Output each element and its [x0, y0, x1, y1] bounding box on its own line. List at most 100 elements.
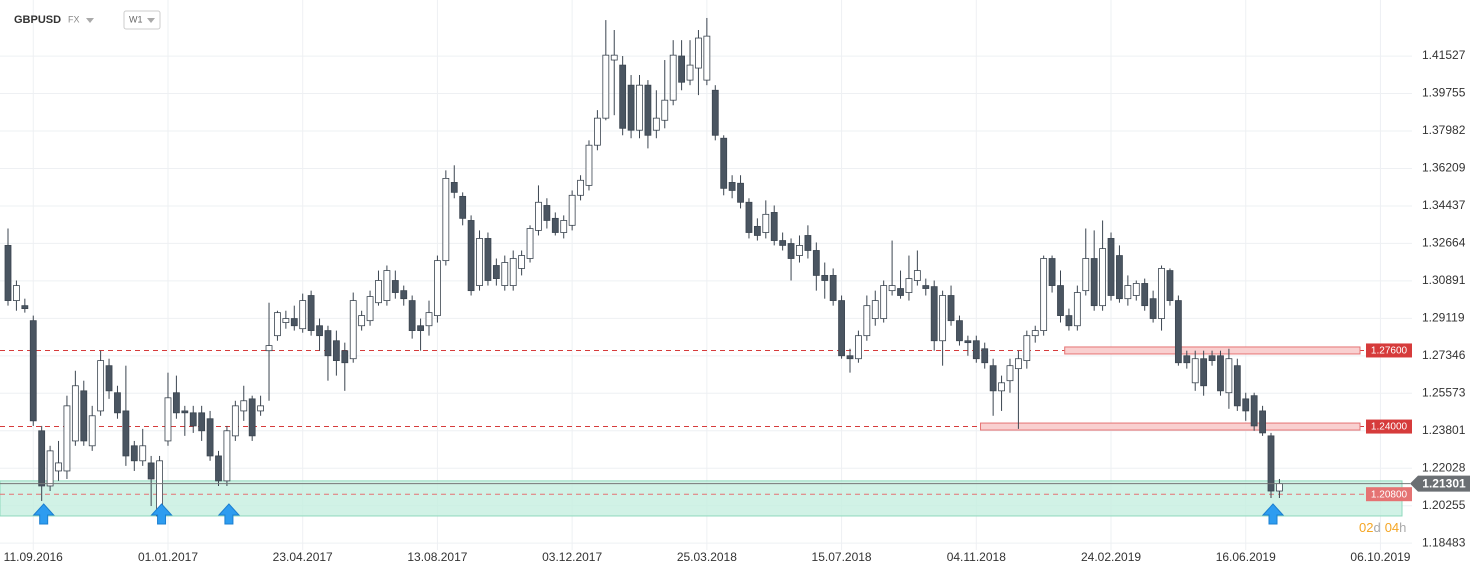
candle-body — [888, 285, 896, 292]
x-tick-label: 25.03.2018 — [677, 550, 737, 564]
candle-body — [1166, 270, 1174, 301]
countdown: 02d 04h — [1359, 520, 1406, 535]
candle-body — [105, 365, 113, 392]
interval[interactable]: W1 — [129, 14, 143, 24]
x-tick-label: 24.02.2019 — [1081, 550, 1141, 564]
candle-body — [88, 415, 96, 447]
last-price-tag — [1410, 475, 1470, 492]
market[interactable]: FX — [68, 14, 80, 24]
candle-body — [130, 445, 138, 462]
candle-body — [71, 385, 79, 442]
candle-body — [358, 315, 366, 327]
candle-body — [324, 330, 332, 357]
candle-body — [1073, 292, 1081, 327]
symbol[interactable]: GBPUSD — [14, 14, 61, 26]
candle-body — [408, 300, 416, 331]
candle-body — [619, 64, 627, 129]
signal-arrow — [217, 503, 241, 525]
candle-body — [425, 312, 433, 327]
candle-body — [467, 220, 475, 292]
dropdown-arrow[interactable] — [147, 18, 155, 23]
dropdown-arrow[interactable] — [86, 18, 94, 23]
candle-body — [198, 412, 206, 432]
interval-box[interactable] — [123, 10, 161, 30]
candle-body — [509, 258, 517, 286]
candle-body — [172, 392, 180, 414]
candle-body — [1183, 355, 1191, 364]
candle-body — [695, 37, 702, 69]
candle-body — [29, 320, 37, 422]
candle-body — [930, 286, 938, 342]
candle-body — [332, 340, 340, 362]
y-tick-label: 1.32664 — [1422, 236, 1466, 250]
candle-body — [737, 182, 744, 203]
candle-body — [812, 250, 820, 276]
candle-body — [838, 300, 845, 357]
candle-body — [1116, 255, 1123, 300]
signal-arrow — [32, 503, 55, 525]
candle-body — [63, 405, 71, 472]
level-tag-label: 1.27600 — [1371, 346, 1408, 357]
candle-body — [248, 398, 256, 437]
x-tick-label: 11.09.2016 — [4, 550, 63, 564]
candle-body — [501, 262, 509, 286]
candle-body — [669, 54, 677, 101]
y-tick-label: 1.20255 — [1422, 498, 1466, 512]
candle-body — [1276, 483, 1283, 492]
candle-body — [274, 312, 281, 337]
candle-body — [753, 225, 761, 236]
y-tick-label: 1.37982 — [1422, 123, 1466, 137]
candle-body — [1174, 300, 1182, 364]
candle-body — [38, 430, 46, 487]
candle-body — [686, 64, 694, 81]
x-tick-label: 06.10.2019 — [1350, 550, 1410, 564]
candle-body — [282, 318, 290, 323]
y-tick-label: 1.39755 — [1422, 86, 1466, 100]
candle-body — [652, 117, 660, 131]
y-tick-label: 1.29119 — [1422, 311, 1465, 325]
candle-body — [964, 340, 972, 344]
candle-body — [21, 305, 29, 310]
candle-body — [139, 445, 147, 462]
candle-body — [779, 240, 787, 246]
candle-body — [366, 296, 374, 322]
candle-body — [206, 418, 214, 457]
x-tick-label: 16.06.2019 — [1216, 550, 1276, 564]
candle-body — [1149, 298, 1157, 319]
candle-body — [215, 455, 222, 482]
candle-body — [636, 84, 643, 131]
candle-body — [231, 405, 239, 437]
candle-body — [1225, 358, 1233, 394]
candle-body — [1015, 358, 1022, 370]
candle-body — [661, 99, 669, 121]
candle-body — [846, 355, 854, 360]
candle-body — [1132, 283, 1140, 296]
y-tick-label: 1.25573 — [1422, 385, 1466, 399]
candle-body — [80, 390, 88, 442]
candle-body — [223, 430, 231, 482]
support-zone — [0, 480, 1403, 517]
candle-body — [821, 275, 829, 281]
candle-body — [956, 320, 963, 342]
grid — [0, 0, 1412, 550]
candle-body — [1057, 285, 1064, 316]
candle-body — [1023, 335, 1031, 362]
candle-body — [1259, 410, 1266, 434]
y-tick-label: 1.30891 — [1422, 273, 1466, 287]
candle-body — [290, 318, 298, 327]
y-tick-label: 1.18483 — [1422, 535, 1466, 549]
candle-body — [492, 265, 500, 279]
candle-body — [804, 235, 812, 251]
candle-body — [863, 305, 871, 337]
candle-body — [181, 410, 189, 414]
candle-body — [1267, 435, 1275, 492]
candle-body — [459, 195, 467, 219]
candle-body — [829, 275, 837, 301]
hours-unit: h — [1399, 520, 1406, 535]
candle-body — [594, 117, 601, 146]
days-unit: d — [1373, 520, 1380, 535]
candle-body — [745, 201, 753, 233]
candle-body — [897, 288, 904, 296]
candle-body — [147, 462, 155, 480]
